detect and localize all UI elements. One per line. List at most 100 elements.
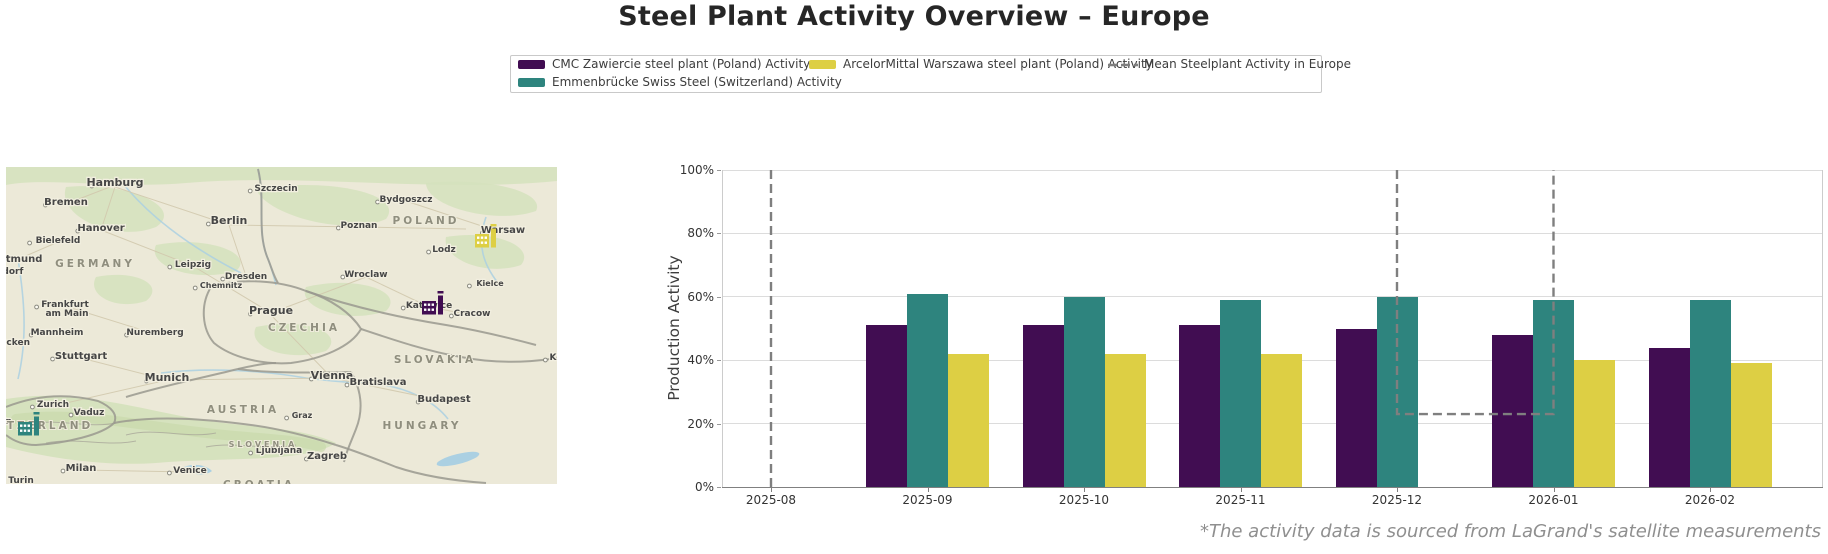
- factory-window: [23, 429, 27, 432]
- city-label: Milan: [66, 463, 97, 474]
- city-dot: [144, 378, 149, 384]
- country-label: GERMANY: [55, 258, 135, 270]
- city-label: Hamburg: [86, 176, 143, 189]
- road: [331, 377, 445, 402]
- country-border: [257, 168, 279, 284]
- ridge-line: [45, 440, 137, 444]
- city-dot: [247, 188, 253, 194]
- x-tickmark: [771, 488, 772, 492]
- city-dot: [449, 313, 454, 319]
- city-label: Vaduz: [74, 408, 105, 418]
- city-dot: [336, 225, 341, 231]
- y-tick-label: 60%: [687, 289, 714, 304]
- x-tick-label: 2025-11: [1215, 493, 1266, 507]
- y-tickmark: [717, 296, 721, 298]
- country-border: [305, 290, 537, 346]
- city-label: Prague: [249, 304, 293, 317]
- bar-cmc-2025-12: [1335, 328, 1377, 487]
- road: [65, 184, 116, 205]
- city-label: Zagreb: [307, 451, 347, 462]
- city-dot: [30, 404, 35, 410]
- road: [80, 469, 191, 473]
- city-label: Poznan: [341, 221, 378, 231]
- city-dot: [340, 274, 346, 280]
- city-dot: [68, 412, 74, 418]
- x-tick-label: 2025-09: [902, 493, 953, 507]
- y-tickmark: [717, 233, 721, 235]
- terrain-green: [6, 167, 557, 185]
- factory-window: [20, 429, 23, 432]
- steel-plant-marker: [475, 224, 497, 248]
- x-tickmark: [1553, 488, 1555, 492]
- city-label: Saarbrucken: [6, 338, 30, 348]
- city-dot: [75, 228, 81, 234]
- road: [100, 229, 194, 267]
- bar-emmenbruecke-2025-11: [1220, 299, 1261, 487]
- x-tickmark: [927, 488, 929, 492]
- river: [480, 216, 499, 284]
- footnote: *The activity data is sourced from LaGra…: [1199, 521, 1821, 542]
- factory-window: [427, 308, 431, 311]
- bar-cmc-2026-02: [1648, 347, 1690, 487]
- y-tick-label: 80%: [687, 226, 714, 241]
- road: [192, 265, 272, 314]
- city-label: Berlin: [211, 214, 248, 227]
- city-label: Dresden: [225, 272, 267, 282]
- bar-cmc-2026-01: [1492, 334, 1533, 487]
- factory-window: [20, 424, 23, 427]
- road: [13, 241, 59, 262]
- country-label: CROATIA: [223, 479, 295, 484]
- terrain-green: [256, 184, 390, 226]
- gridline-80%: [722, 232, 1822, 234]
- road: [270, 314, 333, 379]
- city-label: Dortmund: [6, 254, 42, 265]
- terrain-green: [64, 186, 164, 232]
- city-label: Cracow: [454, 309, 491, 319]
- city-label: Ljubljana: [256, 446, 302, 456]
- factory-window: [27, 424, 30, 427]
- bar-emmenbruecke-2026-02: [1689, 299, 1731, 487]
- road: [358, 226, 467, 230]
- road: [365, 276, 430, 308]
- terrain-green: [304, 282, 391, 316]
- factory-chimney-cap: [33, 412, 40, 415]
- city-label: Stuttgart: [55, 351, 108, 362]
- city-label: Kielce: [476, 279, 504, 288]
- city-label: Wroclaw: [344, 270, 387, 280]
- country-label: AUSTRIA: [207, 404, 279, 416]
- road: [428, 306, 473, 316]
- factory-chimney-cap: [490, 224, 497, 227]
- y-tick-label: 0%: [694, 480, 714, 494]
- factory-window: [427, 303, 431, 306]
- country-border: [125, 362, 277, 398]
- terrain-green: [254, 323, 332, 356]
- city-dot: [43, 202, 48, 208]
- city-dot: [304, 456, 309, 462]
- terrain-green: [154, 242, 241, 276]
- city-dot: [426, 249, 432, 255]
- factory-window: [484, 236, 487, 239]
- terrain-green: [94, 274, 153, 305]
- x-tick-label: 2026-02: [1684, 493, 1736, 507]
- right-spine: [1822, 170, 1823, 487]
- country-label: HUNGARY: [383, 420, 462, 432]
- factory-window: [27, 429, 30, 432]
- x-tickmark: [1084, 488, 1085, 492]
- legend-label: Emmenbrücke Swiss Steel (Switzerland) Ac…: [552, 74, 842, 89]
- ridge-line: [205, 444, 297, 448]
- legend-swatch-cmc: [518, 60, 545, 69]
- bar-arcelormittal-2025-11: [1261, 353, 1302, 487]
- factory-chimney: [491, 228, 496, 248]
- city-label: Hanover: [77, 223, 124, 234]
- city-dot: [467, 283, 472, 289]
- factory-window: [477, 241, 480, 244]
- terrain-alps-core: [11, 411, 326, 452]
- x-tickmark: [1397, 488, 1398, 492]
- road: [228, 224, 247, 277]
- steel-plant-marker: [18, 412, 40, 436]
- city-label: Nuremberg: [126, 328, 183, 338]
- country-border: [202, 280, 362, 365]
- river: [17, 258, 25, 380]
